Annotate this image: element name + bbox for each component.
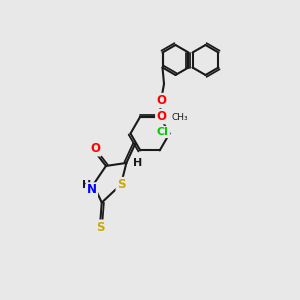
Text: CH₃: CH₃ xyxy=(172,113,188,122)
Text: H: H xyxy=(82,179,92,190)
Text: O: O xyxy=(156,94,166,107)
Text: S: S xyxy=(96,220,104,234)
Text: Cl: Cl xyxy=(157,127,169,137)
Text: O: O xyxy=(156,110,166,123)
Text: H: H xyxy=(133,158,142,168)
Text: N: N xyxy=(87,183,97,196)
Text: O: O xyxy=(91,142,100,155)
Text: S: S xyxy=(117,178,125,191)
